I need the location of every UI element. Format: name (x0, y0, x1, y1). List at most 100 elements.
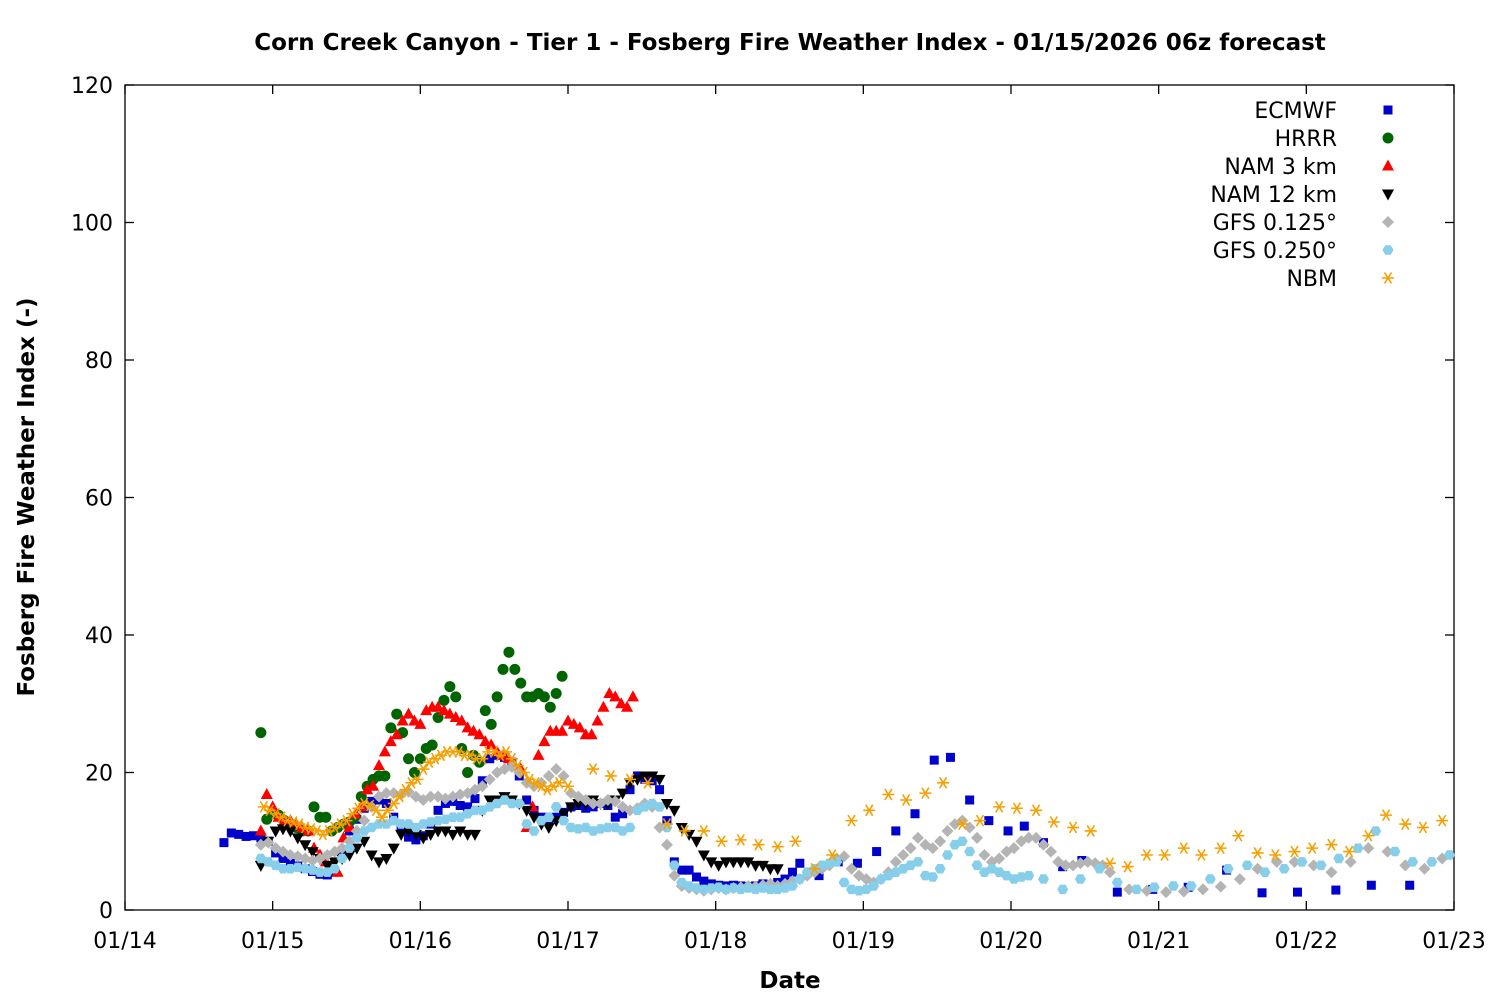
data-point (320, 811, 332, 823)
data-point (934, 835, 947, 848)
data-point (624, 778, 637, 790)
data-point (1407, 857, 1419, 867)
data-point (1405, 880, 1415, 890)
data-point (1121, 860, 1134, 873)
x-tick-label: 01/22 (1275, 929, 1338, 954)
data-point (379, 770, 391, 782)
data-point (852, 858, 862, 868)
data-point (771, 840, 784, 853)
data-point (450, 691, 462, 703)
data-point (1380, 809, 1393, 822)
data-point (393, 790, 406, 803)
data-point (483, 773, 496, 786)
data-point (373, 819, 385, 829)
data-point (1103, 866, 1116, 879)
data-point (1030, 831, 1043, 844)
data-point (965, 795, 975, 805)
data-point (863, 804, 876, 817)
data-point (387, 843, 400, 855)
data-point (1306, 842, 1319, 855)
data-point (1444, 850, 1456, 860)
data-point (521, 819, 533, 829)
data-point (378, 745, 391, 757)
data-point (340, 814, 353, 827)
data-point (814, 871, 824, 881)
data-point (446, 829, 459, 841)
data-point (420, 704, 433, 716)
data-point (1007, 842, 1020, 855)
data-point (542, 823, 555, 834)
data-point (624, 773, 637, 786)
data-point (272, 810, 285, 822)
data-point (787, 881, 798, 891)
data-point (971, 831, 984, 844)
data-point (956, 836, 968, 846)
data-point (558, 815, 570, 826)
data-point (277, 864, 289, 874)
data-point (370, 804, 383, 817)
data-point (978, 849, 991, 861)
data-point (381, 804, 394, 817)
data-point (1074, 874, 1086, 884)
data-point (1047, 816, 1060, 828)
data-point (691, 872, 701, 882)
x-axis-title: Date (759, 968, 820, 994)
data-point (787, 867, 797, 877)
data-point (675, 823, 688, 834)
data-point (503, 646, 515, 658)
data-point (426, 739, 438, 751)
data-point (742, 857, 755, 869)
x-tick-label: 01/16 (389, 929, 452, 954)
data-point (562, 780, 574, 793)
data-point (1094, 864, 1106, 874)
legend-label: NAM 12 km (1210, 183, 1337, 208)
data-point (603, 686, 616, 698)
data-point (241, 831, 251, 841)
data-point (1436, 814, 1449, 827)
data-point (372, 857, 385, 869)
data-point (262, 836, 275, 849)
data-point (964, 846, 976, 857)
data-point (1352, 843, 1364, 853)
data-point (1362, 829, 1375, 842)
data-point (1389, 846, 1401, 857)
data-point (945, 752, 955, 762)
data-point (919, 787, 932, 800)
data-point (1381, 845, 1394, 858)
data-point (934, 864, 946, 874)
data-point (1177, 885, 1190, 898)
data-point (439, 826, 452, 838)
data-point (557, 809, 570, 821)
data-point (473, 728, 486, 740)
data-point (615, 697, 628, 709)
data-point (926, 842, 939, 855)
data-point (550, 763, 563, 776)
data-point (1003, 826, 1013, 836)
data-point (538, 735, 551, 747)
y-tick-label: 40 (85, 624, 113, 649)
x-tick-label: 01/20 (979, 929, 1042, 954)
data-point (1196, 883, 1209, 896)
data-point (1288, 845, 1301, 858)
data-point (234, 829, 244, 839)
data-point (705, 883, 717, 893)
data-point (278, 853, 288, 863)
data-point (433, 805, 443, 815)
data-point (1057, 884, 1069, 895)
data-point (1177, 842, 1190, 855)
x-axis: 01/14 01/15 01/16 01/17 01/18 01/19 01/20 01/21… (93, 85, 1486, 954)
legend-marker (1382, 159, 1394, 171)
data-point (1241, 860, 1253, 871)
data-point (470, 794, 480, 804)
data-point (384, 735, 397, 747)
data-point (1325, 838, 1338, 851)
data-point (380, 853, 393, 865)
data-point (285, 858, 295, 868)
data-point (1059, 859, 1072, 872)
data-point (653, 774, 666, 786)
y-tick-label: 60 (85, 487, 113, 512)
data-point (610, 812, 620, 822)
data-point (1019, 821, 1029, 831)
data-point (1103, 857, 1116, 870)
data-point (1044, 845, 1057, 858)
